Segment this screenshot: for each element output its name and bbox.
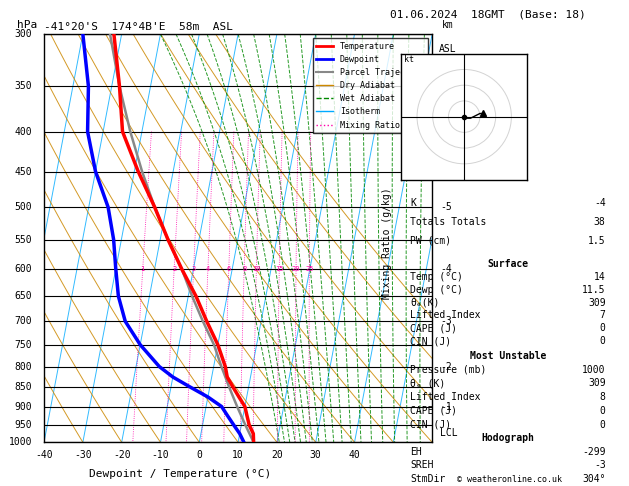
- Text: Surface: Surface: [487, 259, 528, 269]
- Text: -20: -20: [113, 451, 130, 460]
- Text: 900: 900: [14, 401, 32, 412]
- Text: Hodograph: Hodograph: [481, 434, 535, 443]
- Text: 38: 38: [594, 217, 606, 227]
- Text: 4: 4: [206, 266, 210, 272]
- Text: 10: 10: [232, 451, 244, 460]
- Text: 8: 8: [242, 266, 247, 272]
- Text: 25: 25: [305, 266, 314, 272]
- Text: 350: 350: [14, 81, 32, 91]
- Text: EH: EH: [410, 447, 422, 457]
- Text: -40: -40: [35, 451, 53, 460]
- Text: 0: 0: [599, 420, 606, 430]
- Text: -8: -8: [440, 81, 452, 91]
- Text: 450: 450: [14, 167, 32, 176]
- Text: 10: 10: [252, 266, 260, 272]
- Text: 600: 600: [14, 264, 32, 274]
- Text: StmDir: StmDir: [410, 473, 445, 484]
- Text: 309: 309: [588, 297, 606, 308]
- Text: -3: -3: [440, 316, 452, 326]
- Text: 304°: 304°: [582, 473, 606, 484]
- Text: Pressure (mb): Pressure (mb): [410, 364, 487, 375]
- Text: Most Unstable: Most Unstable: [470, 351, 546, 361]
- Text: CIN (J): CIN (J): [410, 336, 452, 346]
- Text: 40: 40: [348, 451, 360, 460]
- Text: -6: -6: [440, 167, 452, 176]
- Text: -1: -1: [440, 401, 452, 412]
- Text: -10: -10: [152, 451, 169, 460]
- Text: 1: 1: [141, 266, 145, 272]
- Text: 800: 800: [14, 362, 32, 372]
- Text: 0: 0: [599, 336, 606, 346]
- Text: 20: 20: [292, 266, 300, 272]
- Text: 700: 700: [14, 316, 32, 326]
- Text: 300: 300: [14, 29, 32, 39]
- Text: K: K: [410, 198, 416, 208]
- Text: CIN (J): CIN (J): [410, 420, 452, 430]
- Text: Lifted Index: Lifted Index: [410, 311, 481, 320]
- Text: 20: 20: [271, 451, 283, 460]
- Text: -41°20'S  174°4B'E  58m  ASL: -41°20'S 174°4B'E 58m ASL: [44, 22, 233, 32]
- Text: 750: 750: [14, 340, 32, 350]
- Text: Dewp (°C): Dewp (°C): [410, 285, 463, 295]
- Text: -30: -30: [74, 451, 92, 460]
- Text: 550: 550: [14, 235, 32, 244]
- Text: 11.5: 11.5: [582, 285, 606, 295]
- Text: 309: 309: [588, 379, 606, 388]
- Text: 01.06.2024  18GMT  (Base: 18): 01.06.2024 18GMT (Base: 18): [390, 9, 586, 19]
- Text: -3: -3: [594, 460, 606, 470]
- Text: 14: 14: [594, 272, 606, 282]
- Text: θₑ (K): θₑ (K): [410, 379, 445, 388]
- Text: PW (cm): PW (cm): [410, 236, 452, 245]
- Text: kt: kt: [404, 54, 415, 64]
- Text: 6: 6: [226, 266, 231, 272]
- Text: CAPE (J): CAPE (J): [410, 406, 457, 416]
- Text: 7: 7: [599, 311, 606, 320]
- Legend: Temperature, Dewpoint, Parcel Trajectory, Dry Adiabat, Wet Adiabat, Isotherm, Mi: Temperature, Dewpoint, Parcel Trajectory…: [313, 38, 428, 133]
- Text: -4: -4: [440, 264, 452, 274]
- Text: -299: -299: [582, 447, 606, 457]
- Text: -7: -7: [440, 126, 452, 137]
- Text: CAPE (J): CAPE (J): [410, 323, 457, 333]
- Text: 400: 400: [14, 126, 32, 137]
- Text: 1000: 1000: [9, 437, 32, 447]
- Text: -2: -2: [440, 362, 452, 372]
- Text: Mixing Ratio (g/kg): Mixing Ratio (g/kg): [382, 187, 392, 299]
- Text: 0: 0: [599, 323, 606, 333]
- Text: 30: 30: [310, 451, 321, 460]
- Text: 500: 500: [14, 202, 32, 212]
- Text: Totals Totals: Totals Totals: [410, 217, 487, 227]
- Text: -4: -4: [594, 198, 606, 208]
- Text: -5: -5: [440, 202, 452, 212]
- Text: Temp (°C): Temp (°C): [410, 272, 463, 282]
- Text: 3: 3: [191, 266, 196, 272]
- Text: Lifted Index: Lifted Index: [410, 392, 481, 402]
- Text: 850: 850: [14, 382, 32, 392]
- Text: 8: 8: [599, 392, 606, 402]
- Text: hPa: hPa: [17, 20, 37, 30]
- Text: 650: 650: [14, 291, 32, 301]
- Text: 1.5: 1.5: [588, 236, 606, 245]
- Text: km: km: [442, 20, 454, 30]
- Text: ASL: ASL: [439, 44, 457, 54]
- Text: SREH: SREH: [410, 460, 434, 470]
- Text: 0: 0: [196, 451, 202, 460]
- Text: 15: 15: [275, 266, 284, 272]
- Text: 0: 0: [599, 406, 606, 416]
- X-axis label: Dewpoint / Temperature (°C): Dewpoint / Temperature (°C): [89, 469, 271, 479]
- Text: 950: 950: [14, 420, 32, 430]
- Text: 1000: 1000: [582, 364, 606, 375]
- Text: 2: 2: [172, 266, 176, 272]
- Text: LCL: LCL: [440, 428, 457, 438]
- Text: θₑ(K): θₑ(K): [410, 297, 440, 308]
- Text: © weatheronline.co.uk: © weatheronline.co.uk: [457, 474, 562, 484]
